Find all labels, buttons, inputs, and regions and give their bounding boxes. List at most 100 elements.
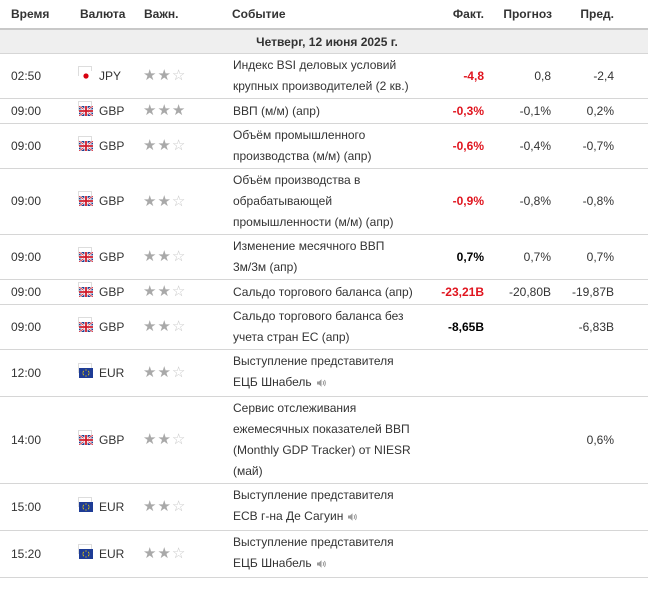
event-currency: EUR <box>78 349 142 397</box>
event-previous: 0,6% <box>552 396 648 484</box>
event-forecast <box>486 483 552 531</box>
event-forecast <box>486 396 552 484</box>
event-previous: -0,7% <box>552 123 648 169</box>
event-row[interactable]: 09:00 GBP ★★☆ Объём промышленного производс… <box>0 123 648 169</box>
star-filled-icon: ★ <box>143 248 158 265</box>
event-title[interactable]: ВВП (м/м) (апр) <box>232 98 422 124</box>
currency-code: GBP <box>99 284 125 299</box>
star-filled-icon: ★ <box>143 192 158 210</box>
speaker-icon <box>316 555 327 576</box>
uk-flag-icon <box>78 191 94 207</box>
star-filled-icon: ★ <box>143 498 158 515</box>
event-forecast <box>486 349 552 397</box>
event-currency: GBP <box>78 98 142 124</box>
eu-flag-icon <box>78 543 93 559</box>
event-actual: -8,65B <box>422 304 486 350</box>
star-filled-icon: ★ <box>143 137 158 154</box>
event-title-text[interactable]: Выступление представителя ЕЦБ Шнабель <box>233 354 394 389</box>
event-previous: -19,87B <box>552 279 648 305</box>
header-actual[interactable]: Факт. <box>422 0 486 30</box>
event-time: 15:00 <box>0 483 78 531</box>
event-time: 09:00 <box>0 304 78 350</box>
event-previous <box>552 483 648 531</box>
event-forecast: 0,7% <box>486 234 552 280</box>
event-actual: 0,7% <box>422 234 486 280</box>
event-previous <box>552 349 648 397</box>
star-filled-icon: ★ <box>157 137 172 154</box>
currency-code: GBP <box>99 138 125 153</box>
header-event[interactable]: Событие <box>232 0 422 30</box>
event-title[interactable]: Объём производства в обрабатывающей пром… <box>232 168 422 235</box>
event-time: 09:00 <box>0 168 78 235</box>
event-title-text[interactable]: Сервис отслеживания ежемесячных показате… <box>233 401 411 478</box>
event-forecast: -20,80B <box>486 279 552 305</box>
event-title[interactable]: Индекс BSI деловых условий крупных произ… <box>232 53 422 99</box>
event-row[interactable]: 09:00 GBP ★★☆ Сальдо торгового баланса (апр… <box>0 279 648 305</box>
event-title-text[interactable]: Объём промышленного производства (м/м) (… <box>233 128 372 163</box>
star-filled-icon: ★ <box>157 318 172 335</box>
header-row: Время Валюта Важн. Событие Факт. Прогноз… <box>0 0 648 30</box>
event-row[interactable]: 09:00 GBP ★★★ ВВП (м/м) (апр) -0,3% -0,1% 0,2% <box>0 98 648 124</box>
event-currency: GBP <box>78 279 142 305</box>
star-filled-icon: ★ <box>157 102 172 119</box>
event-importance: ★★☆ <box>142 168 232 235</box>
event-title[interactable]: Выступление представителя ECB г-на Де Са… <box>232 483 422 531</box>
event-title-text[interactable]: Сальдо торгового баланса (апр) <box>233 284 413 299</box>
star-empty-icon: ☆ <box>171 364 187 381</box>
event-currency: EUR <box>78 530 142 578</box>
event-title-text[interactable]: Объём производства в обрабатывающей пром… <box>233 173 394 229</box>
star-filled-icon: ★ <box>157 545 172 562</box>
event-row[interactable]: 15:00 EUR ★★☆ Выступление представителя ECB… <box>0 483 648 531</box>
event-row[interactable]: 02:50 JPY ★★☆ Индекс BSI деловых условий кр… <box>0 53 648 99</box>
event-currency: GBP <box>78 304 142 350</box>
event-title[interactable]: Изменение месячного ВВП 3м/3м (апр) <box>232 234 422 280</box>
event-forecast: 0,8 <box>486 53 552 99</box>
event-title-text[interactable]: Сальдо торгового баланса без учета стран… <box>233 309 404 344</box>
event-title-text[interactable]: ВВП (м/м) (апр) <box>233 103 320 118</box>
star-filled-icon: ★ <box>157 248 172 265</box>
event-row[interactable]: 14:00 GBP ★★☆ Сервис отслеживания ежемесячн… <box>0 396 648 484</box>
star-filled-icon: ★ <box>157 192 172 210</box>
event-row[interactable]: 12:00 EUR ★★☆ Выступление представителя ЕЦБ… <box>0 349 648 397</box>
event-title[interactable]: Выступление представителя ЕЦБ Шнабель <box>232 530 422 578</box>
header-importance[interactable]: Важн. <box>142 0 232 30</box>
star-empty-icon: ☆ <box>171 137 187 154</box>
event-previous: 0,7% <box>552 234 648 280</box>
header-time[interactable]: Время <box>0 0 78 30</box>
event-actual <box>422 349 486 397</box>
event-title-text[interactable]: Выступление представителя ЕЦБ Шнабель <box>233 535 394 570</box>
star-filled-icon: ★ <box>157 431 172 448</box>
event-actual <box>422 396 486 484</box>
event-row[interactable]: 09:00 GBP ★★☆ Сальдо торгового баланса без … <box>0 304 648 350</box>
event-importance: ★★☆ <box>142 530 232 578</box>
event-actual <box>422 483 486 531</box>
event-title-text[interactable]: Изменение месячного ВВП 3м/3м (апр) <box>233 239 385 274</box>
event-importance: ★★☆ <box>142 53 232 99</box>
event-forecast <box>486 530 552 578</box>
header-previous[interactable]: Пред. <box>552 0 648 30</box>
event-currency: GBP <box>78 396 142 484</box>
event-title-text[interactable]: Индекс BSI деловых условий крупных произ… <box>233 58 409 93</box>
event-title[interactable]: Выступление представителя ЕЦБ Шнабель <box>232 349 422 397</box>
star-empty-icon: ☆ <box>171 545 187 562</box>
star-empty-icon: ☆ <box>171 67 187 84</box>
event-title[interactable]: Сервис отслеживания ежемесячных показате… <box>232 396 422 484</box>
event-forecast: -0,4% <box>486 123 552 169</box>
header-currency[interactable]: Валюта <box>78 0 142 30</box>
uk-flag-icon <box>78 429 94 446</box>
event-currency: EUR <box>78 483 142 531</box>
event-time: 09:00 <box>0 234 78 280</box>
event-title-text[interactable]: Выступление представителя ECB г-на Де Са… <box>233 488 394 523</box>
star-filled-icon: ★ <box>143 283 158 300</box>
event-row[interactable]: 09:00 GBP ★★☆ Изменение месячного ВВП 3м/3м… <box>0 234 648 280</box>
currency-code: GBP <box>99 103 125 118</box>
event-title[interactable]: Сальдо торгового баланса без учета стран… <box>232 304 422 350</box>
event-title[interactable]: Объём промышленного производства (м/м) (… <box>232 123 422 169</box>
uk-flag-icon <box>78 281 94 298</box>
event-row[interactable]: 15:20 EUR ★★☆ Выступление представителя ЕЦБ… <box>0 530 648 578</box>
day-separator-row: Четверг, 12 июня 2025 г. <box>0 29 648 54</box>
star-filled-icon: ★ <box>157 498 172 515</box>
header-forecast[interactable]: Прогноз <box>486 0 552 30</box>
event-title[interactable]: Сальдо торгового баланса (апр) <box>232 279 422 305</box>
event-row[interactable]: 09:00 GBP ★★☆ Объём производства в обрабаты… <box>0 168 648 235</box>
